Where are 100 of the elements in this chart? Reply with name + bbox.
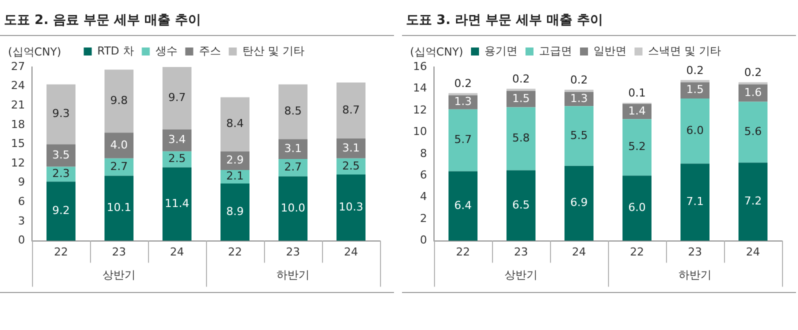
y-tick-label: 21 [10,98,25,112]
bar [46,182,76,241]
data-label: 3.1 [342,141,360,154]
bar [336,138,366,158]
y-tick-label: 4 [420,190,427,204]
data-label: 0.2 [686,64,704,77]
data-label: 8.9 [226,205,244,218]
data-label: 5.5 [570,128,588,142]
data-label: 1.6 [744,86,762,99]
y-tick-label: 3 [18,214,25,228]
data-label: 0.2 [454,76,472,90]
bar [448,109,478,172]
data-label: 2.9 [226,154,244,167]
data-label: 6.5 [512,198,530,212]
y-axis-title: (십억CNY) [8,45,62,58]
data-label: 4.0 [110,138,128,152]
bar [738,102,768,163]
y-tick-label: 15 [10,137,25,150]
y-tick-label: 8 [420,146,427,160]
y-tick-label: 27 [10,60,25,73]
data-label: 10.3 [338,200,364,214]
x-tick-label: 22 [456,245,470,258]
data-label: 8.4 [226,117,244,130]
y-tick-label: 18 [10,118,25,131]
data-label: 7.1 [686,195,704,208]
legend-label: 주스 [198,44,221,58]
data-label: 0.2 [570,74,588,87]
bar [564,106,594,166]
data-label: 9.3 [52,107,70,120]
chart-title: 도표 3. 라면 부문 세부 매출 추이 [406,12,604,29]
bar [564,166,594,241]
bar [278,176,308,241]
data-label: 11.4 [164,196,190,210]
x-tick-label: 23 [112,245,126,258]
y-tick-label: 6 [18,195,25,208]
bar [738,162,768,241]
text: 하반기 [678,268,712,282]
data-label: 2.7 [284,160,302,174]
data-label: 3.1 [284,142,302,155]
data-label: 8.7 [342,103,360,116]
x-tick-label: 22 [630,245,644,258]
data-label: 5.2 [628,140,646,154]
text: 하반기 [276,268,310,282]
bar [680,98,710,164]
text: 상반기 [102,268,136,282]
text: 상반기 [504,268,538,282]
data-label: 0.1 [628,86,646,100]
data-label: 6.9 [570,196,588,210]
y-tick-label: 24 [10,79,25,92]
data-label: 9.7 [168,91,186,104]
bar [622,119,652,176]
y-tick-label: 2 [420,212,427,225]
data-label: 5.7 [454,133,472,146]
x-tick-label: 24 [344,245,358,258]
x-tick-label: 23 [286,245,300,258]
data-label: 2.1 [226,170,244,183]
data-label: 5.6 [744,125,762,138]
bar [220,97,250,152]
legend-label: RTD 차 [97,44,134,58]
data-label: 10.1 [106,201,132,214]
bar [220,184,250,241]
legend-label: 스낵면 및 기타 [648,44,722,58]
bar [622,176,652,241]
bar [104,70,134,133]
y-tick-label: 16 [412,60,427,73]
bar [104,158,134,176]
bar [46,84,76,144]
bar [278,84,308,140]
y-tick-label: 6 [420,168,427,182]
data-label: 6.0 [628,201,646,214]
chart-title: 도표 2. 음료 부문 세부 매출 추이 [4,12,202,29]
data-label: 9.8 [110,94,128,107]
x-tick-label: 23 [688,245,702,258]
data-label: 1.4 [628,104,646,118]
y-tick-label: 9 [18,176,25,189]
bar [278,139,308,160]
bar [278,159,308,176]
y-tick-label: 0 [420,234,427,247]
data-label: 3.4 [168,133,186,146]
data-label: 0.2 [744,66,762,80]
data-label: 1.3 [454,95,472,108]
data-label: 1.3 [570,92,588,105]
bar [162,167,192,241]
x-tick-label: 22 [228,245,242,258]
bar [680,82,710,98]
legend-label: 탄산 및 기타 [242,44,304,58]
bar [336,174,366,241]
legend-label: 일반면 [594,44,627,58]
data-label: 5.8 [512,132,530,145]
y-tick-label: 10 [412,125,427,138]
bar [448,95,478,110]
bar [506,107,536,170]
y-tick-label: 12 [10,156,25,170]
y-axis-title: (십억CNY) [410,45,464,58]
data-label: 2.5 [342,159,360,172]
data-label: 9.2 [52,204,70,218]
data-label: 1.5 [686,83,704,96]
bar [336,82,366,138]
bar [506,170,536,241]
bar [162,129,192,152]
